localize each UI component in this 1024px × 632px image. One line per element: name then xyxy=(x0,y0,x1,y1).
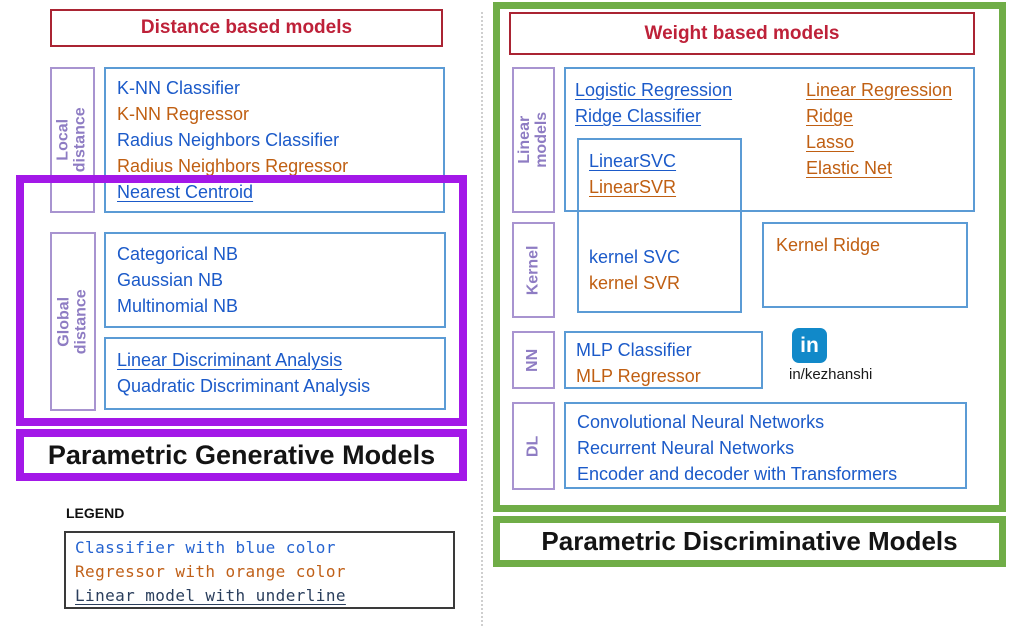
model-item: Linear Discriminant Analysis xyxy=(117,350,343,370)
slide-divider xyxy=(481,12,483,626)
model-item: Nearest Centroid xyxy=(117,182,254,202)
kernel-label: Kernel xyxy=(512,222,555,318)
linear-models-box: Logistic Regression Ridge Classifier Lin… xyxy=(564,67,975,212)
model-item: Radius Neighbors Regressor xyxy=(117,156,349,176)
knn-models-box: K-NN Classifier K-NN Regressor Radius Ne… xyxy=(104,67,445,213)
linkedin-icon-glyph: in xyxy=(800,333,819,357)
model-item: kernel SVC xyxy=(589,247,681,267)
discriminant-analysis-box: Linear Discriminant Analysis Quadratic D… xyxy=(104,337,446,410)
model-item: Lasso xyxy=(806,132,855,152)
global-distance-label: Global distance xyxy=(50,232,96,411)
model-item: Gaussian NB xyxy=(117,270,224,290)
model-item: Recurrent Neural Networks xyxy=(577,438,795,458)
legend-item: Classifier with blue color xyxy=(75,538,336,557)
discriminative-banner-label: Parametric Discriminative Models xyxy=(541,526,958,556)
mlp-box: MLP Classifier MLP Regressor xyxy=(564,331,763,389)
local-distance-label-text: Local distance xyxy=(54,107,89,173)
model-item: Multinomial NB xyxy=(117,296,239,316)
linkedin-icon: in xyxy=(792,328,827,363)
dl-label-text: DL xyxy=(524,435,542,457)
kernel-ridge-box: Kernel Ridge xyxy=(762,222,968,308)
linear-models-left-column: Logistic Regression Ridge Classifier xyxy=(575,77,732,129)
model-item: Linear Regression xyxy=(806,80,953,100)
legend-box: Classifier with blue color Regressor wit… xyxy=(64,531,455,609)
model-item: LinearSVR xyxy=(589,177,677,197)
model-item: K-NN Regressor xyxy=(117,104,250,124)
model-item: kernel SVR xyxy=(589,273,681,293)
model-item: Encoder and decoder with Transformers xyxy=(577,464,898,484)
model-item: K-NN Classifier xyxy=(117,78,241,98)
kernel-label-text: Kernel xyxy=(524,245,542,295)
model-item: Ridge xyxy=(806,106,854,126)
distance-based-header: Distance based models xyxy=(50,9,443,47)
linkedin-handle: in/kezhanshi xyxy=(789,366,873,383)
model-item: Kernel Ridge xyxy=(776,235,881,255)
linear-models-label-text: Linear models xyxy=(515,111,550,169)
legend-title: LEGEND xyxy=(66,505,125,521)
model-item: Logistic Regression xyxy=(575,80,733,100)
linear-models-label: Linear models xyxy=(512,67,555,213)
nn-label: NN xyxy=(512,331,555,389)
weight-based-header: Weight based models xyxy=(509,12,975,55)
dl-models-box: Convolutional Neural Networks Recurrent … xyxy=(564,402,967,489)
nn-label-text: NN xyxy=(524,348,542,372)
model-item: Categorical NB xyxy=(117,244,239,264)
discriminative-banner: Parametric Discriminative Models xyxy=(493,516,1006,567)
weight-based-header-label: Weight based models xyxy=(644,22,840,44)
model-item: MLP Classifier xyxy=(576,340,692,360)
distance-based-header-label: Distance based models xyxy=(140,17,353,38)
model-item: Elastic Net xyxy=(806,158,893,178)
model-item: MLP Regressor xyxy=(576,366,701,386)
model-item: Radius Neighbors Classifier xyxy=(117,130,340,150)
generative-banner-label: Parametric Generative Models xyxy=(47,439,436,470)
svm-box: LinearSVC LinearSVR kernel SVC kernel SV… xyxy=(577,138,742,313)
generative-banner: Parametric Generative Models xyxy=(16,429,467,481)
model-item: Ridge Classifier xyxy=(575,106,702,126)
model-item: Convolutional Neural Networks xyxy=(577,412,825,432)
dl-label: DL xyxy=(512,402,555,490)
legend-item: Regressor with orange color xyxy=(75,562,346,581)
model-item: LinearSVC xyxy=(589,151,677,171)
global-distance-label-text: Global distance xyxy=(55,289,89,354)
legend-item: Linear model with underline xyxy=(75,586,346,605)
model-item: Quadratic Discriminant Analysis xyxy=(117,376,371,396)
linear-models-right-column: Linear Regression Ridge Lasso Elastic Ne… xyxy=(806,77,952,181)
naive-bayes-box: Categorical NB Gaussian NB Multinomial N… xyxy=(104,232,446,328)
local-distance-label: Local distance xyxy=(50,67,95,213)
